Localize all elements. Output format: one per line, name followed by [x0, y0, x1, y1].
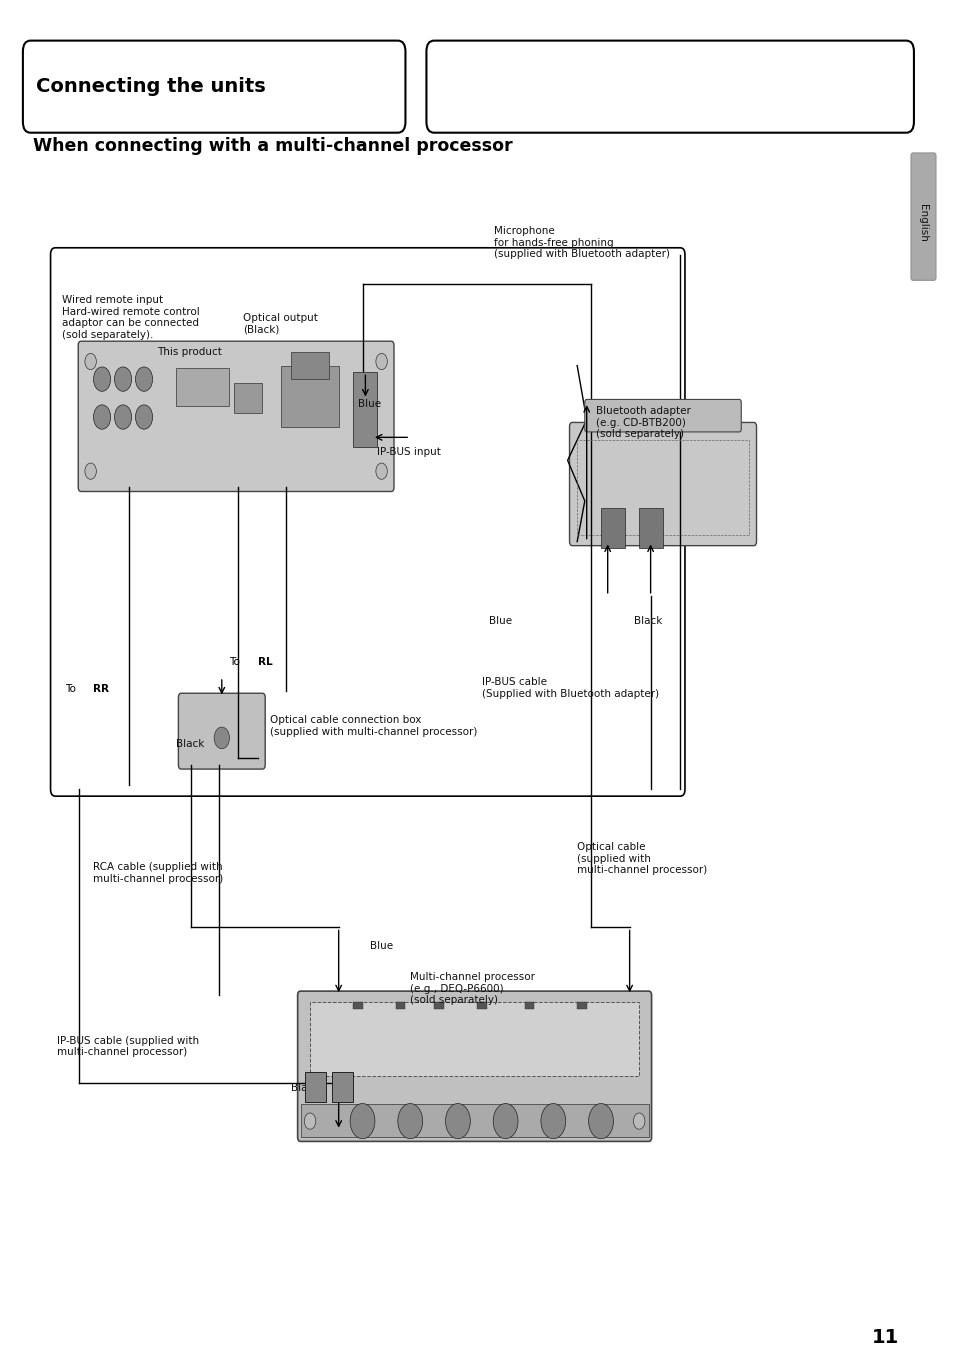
Bar — [353, 1002, 362, 1009]
Text: Blue: Blue — [357, 399, 380, 409]
Text: Blue: Blue — [370, 941, 393, 951]
Text: Black: Black — [176, 739, 205, 749]
Bar — [476, 1002, 486, 1009]
Bar — [332, 1072, 353, 1102]
Bar — [310, 1002, 639, 1076]
Text: Black: Black — [291, 1083, 319, 1093]
Text: Microphone
for hands-free phoning
(supplied with Bluetooth adapter): Microphone for hands-free phoning (suppl… — [494, 226, 669, 260]
Text: Optical cable
(supplied with
multi-channel processor): Optical cable (supplied with multi-chann… — [577, 842, 707, 876]
Circle shape — [397, 1104, 422, 1139]
Circle shape — [375, 353, 387, 370]
FancyBboxPatch shape — [297, 991, 651, 1141]
Text: Bluetooth adapter
(e.g. CD-BTB200)
(sold separately): Bluetooth adapter (e.g. CD-BTB200) (sold… — [596, 406, 690, 440]
Circle shape — [114, 405, 132, 429]
FancyBboxPatch shape — [910, 153, 935, 280]
Text: When connecting with a multi-channel processor: When connecting with a multi-channel pro… — [33, 137, 513, 156]
Circle shape — [350, 1104, 375, 1139]
Bar — [353, 372, 376, 447]
Bar — [281, 366, 338, 427]
Circle shape — [633, 1113, 644, 1129]
FancyBboxPatch shape — [51, 248, 684, 796]
FancyBboxPatch shape — [23, 41, 405, 133]
Bar — [395, 1002, 405, 1009]
Circle shape — [135, 367, 152, 391]
Bar — [600, 508, 624, 548]
Circle shape — [93, 367, 111, 391]
Circle shape — [85, 353, 96, 370]
Circle shape — [540, 1104, 565, 1139]
Circle shape — [93, 405, 111, 429]
Text: Wired remote input
Hard-wired remote control
adaptor can be connected
(sold sepa: Wired remote input Hard-wired remote con… — [62, 295, 199, 340]
Circle shape — [445, 1104, 470, 1139]
Bar — [577, 440, 748, 535]
Circle shape — [114, 367, 132, 391]
Text: This product: This product — [157, 347, 222, 356]
Text: RL: RL — [257, 657, 272, 666]
Bar — [176, 368, 229, 406]
Bar — [434, 1002, 443, 1009]
FancyBboxPatch shape — [584, 399, 740, 432]
Bar — [524, 1002, 534, 1009]
Bar — [233, 383, 262, 413]
Text: 11: 11 — [871, 1328, 898, 1347]
FancyBboxPatch shape — [569, 422, 756, 546]
FancyBboxPatch shape — [178, 693, 265, 769]
FancyBboxPatch shape — [78, 341, 394, 492]
Circle shape — [493, 1104, 517, 1139]
Text: Blue: Blue — [489, 616, 512, 626]
Text: To: To — [229, 657, 243, 666]
Bar — [291, 352, 329, 379]
FancyBboxPatch shape — [426, 41, 913, 133]
Text: Multi-channel processor
(e.g., DEQ-P6600)
(sold separately): Multi-channel processor (e.g., DEQ-P6600… — [410, 972, 535, 1006]
Text: English: English — [918, 204, 927, 242]
Circle shape — [588, 1104, 613, 1139]
Text: IP-BUS cable (supplied with
multi-channel processor): IP-BUS cable (supplied with multi-channe… — [57, 1036, 199, 1057]
Circle shape — [304, 1113, 315, 1129]
Circle shape — [213, 727, 229, 749]
Text: RCA cable (supplied with
multi-channel processor): RCA cable (supplied with multi-channel p… — [93, 862, 224, 884]
Text: Black: Black — [634, 616, 662, 626]
Bar — [639, 508, 662, 548]
Bar — [577, 1002, 586, 1009]
Text: To: To — [65, 684, 79, 693]
Text: IP-BUS cable
(Supplied with Bluetooth adapter): IP-BUS cable (Supplied with Bluetooth ad… — [481, 677, 659, 699]
Bar — [300, 1104, 648, 1137]
Circle shape — [135, 405, 152, 429]
Text: Optical output
(Black): Optical output (Black) — [243, 313, 317, 334]
Text: RR: RR — [93, 684, 110, 693]
Circle shape — [85, 463, 96, 479]
Bar — [305, 1072, 326, 1102]
Circle shape — [375, 463, 387, 479]
Text: IP-BUS input: IP-BUS input — [376, 447, 440, 456]
Text: Connecting the units: Connecting the units — [36, 77, 266, 96]
Text: Optical cable connection box
(supplied with multi-channel processor): Optical cable connection box (supplied w… — [270, 715, 476, 737]
